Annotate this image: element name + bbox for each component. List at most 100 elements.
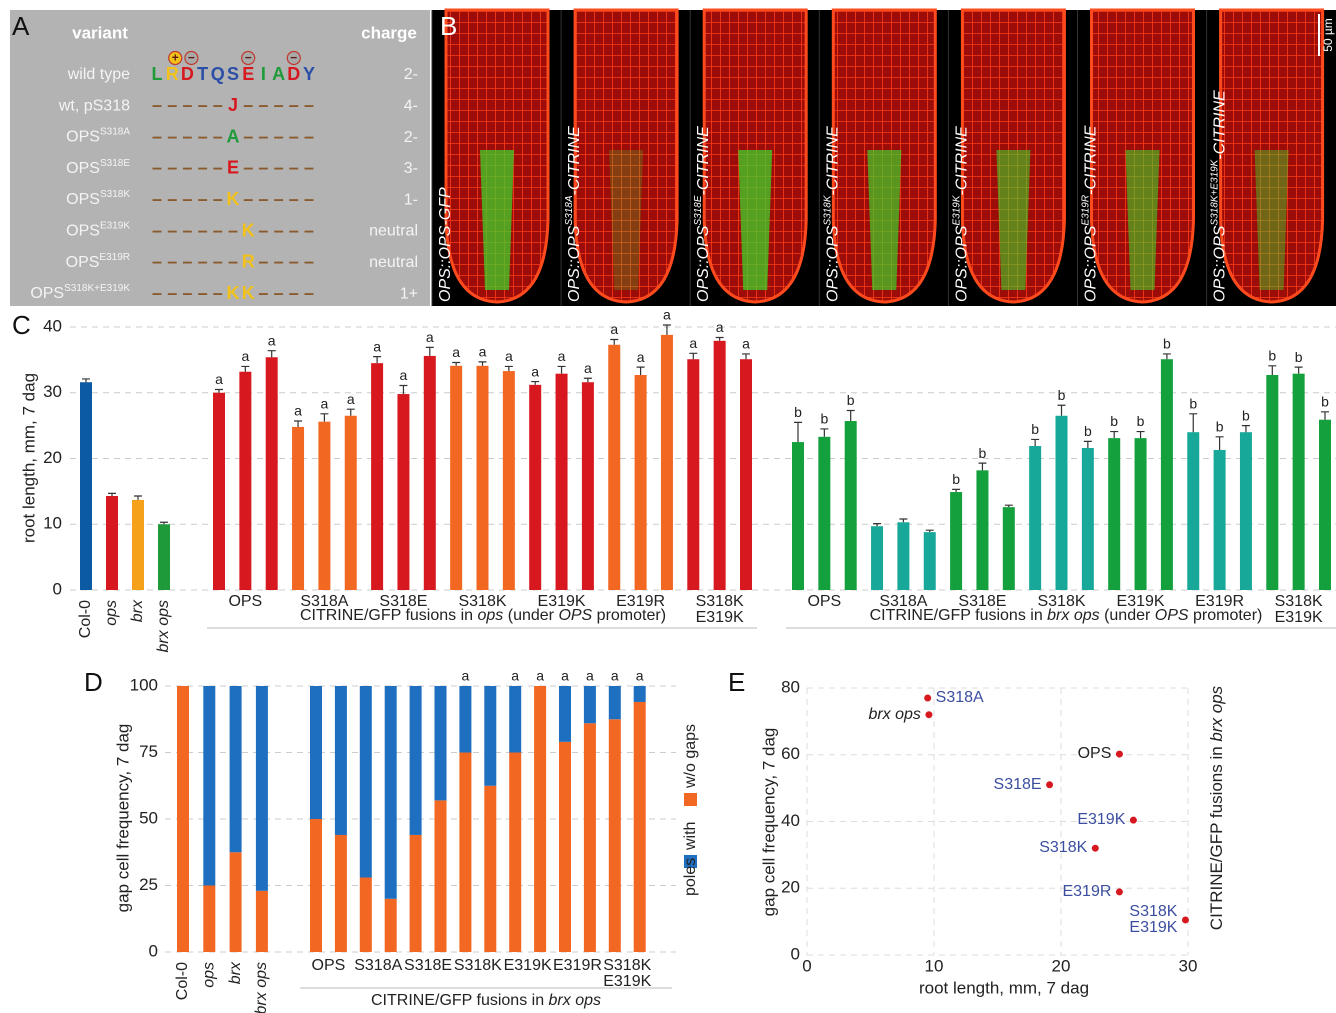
bar-segment [256,891,268,952]
error-bar [373,357,381,364]
error-bar [1137,432,1145,439]
bar [450,366,462,590]
y-tick-label: 40 [781,811,800,830]
panel-letter: C [12,310,31,340]
sequence-dash: – [258,283,268,303]
sequence-residue: I [261,64,266,84]
bar [950,492,962,590]
error-bar [873,524,881,527]
sequence-dash: – [304,220,314,240]
significance-letter: a [505,348,513,364]
charge-value: 2- [404,66,418,83]
variant-name-part: OPS [66,223,100,240]
significance-letter: b [794,404,802,420]
image-label-part: -CITRINE [566,126,583,196]
bar [687,359,699,590]
bar [1187,432,1199,590]
sequence-dash: – [213,189,223,209]
significance-letter: a [716,319,724,335]
image-label-superscript: S318K [822,194,833,225]
bar [582,382,594,590]
error-bar [978,463,986,470]
significance-letter: a [347,391,355,407]
significance-letter: b [952,471,960,487]
sequence-dash: – [213,126,223,146]
x-tick-label: S318A [350,958,406,974]
error-bar [1163,354,1171,359]
sequence-dash: – [258,220,268,240]
bar [897,522,909,590]
sequence-dash: – [182,283,192,303]
point [1092,845,1099,852]
sequence-dash: – [198,283,208,303]
sequence-dash: – [167,126,177,146]
significance-letter: b [1110,413,1118,429]
error-bar [689,353,697,359]
x-tick-label: OPS [794,594,854,610]
bar [345,416,357,590]
sequence-residue: L [152,64,163,84]
error-bar [1084,441,1092,448]
error-bar [899,519,907,522]
sequence-residue: E [242,64,254,84]
point-label: S318K E319K [1113,904,1177,936]
bar-segment [634,686,646,702]
significance-letter: b [847,392,855,408]
significance-letter: b [979,445,987,461]
significance-letter: b [1216,419,1224,435]
bar [1056,416,1068,590]
sequence-residue: S [227,64,239,84]
sequence-dash: – [289,220,299,240]
panel-letter: D [84,667,103,697]
image-label-part: OPS::OPS [1212,225,1229,302]
column-header: variant [72,23,128,42]
significance-letter: a [479,344,487,360]
variant-superscript: E319K [100,220,130,231]
image-label-part: OPS::OPS [954,225,971,302]
variant-name-part: OPS [66,254,100,271]
error-bar [1268,366,1276,375]
image-label-part: -CITRINE [1212,90,1229,160]
significance-letter: a [321,395,329,411]
variant-superscript: E319R [99,251,130,262]
point-label: S318A [936,690,1000,706]
variant-name-part: wild type [67,66,130,83]
bar [213,393,225,590]
bar [1161,359,1173,590]
error-bar [1005,505,1013,507]
sequence-dash: – [167,220,177,240]
sequence-dash: – [198,158,208,178]
significance-letter: b [1058,387,1066,403]
x-tick-label: brx ops [253,962,270,1013]
sequence-dash: – [182,220,192,240]
legend-label: w/o gaps [682,724,699,789]
x-tick-label: brx [129,599,146,622]
sequence-dash: – [243,158,253,178]
bar-segment [177,686,189,952]
bar [266,357,278,590]
sequence-dash: – [289,126,299,146]
error-bar [134,496,142,500]
sequence-residue: J [228,95,238,115]
variant-name-part: OPS [66,191,100,208]
bar [1319,420,1331,590]
bar [635,375,647,590]
bar-segment [230,686,242,852]
sequence-dash: – [304,95,314,115]
charge-value: 1- [404,191,418,208]
significance-letter: a [689,335,697,351]
x-axis-title: root length, mm, 7 dag [919,978,1089,997]
error-bar [294,421,302,427]
significance-letter: a [536,668,544,684]
error-bar [716,338,724,341]
section-caption: CITRINE/GFP fusions in brx ops [371,992,601,1009]
x-tick-label: Col-0 [77,600,94,638]
y-tick-label: 40 [43,316,62,335]
bar [1214,450,1226,590]
bar [371,363,383,590]
sequence-dash: – [243,189,253,209]
error-bar [1242,426,1250,433]
sequence-dash: – [274,158,284,178]
y-tick-label: 20 [43,448,62,467]
sequence-residue: K [227,189,240,209]
